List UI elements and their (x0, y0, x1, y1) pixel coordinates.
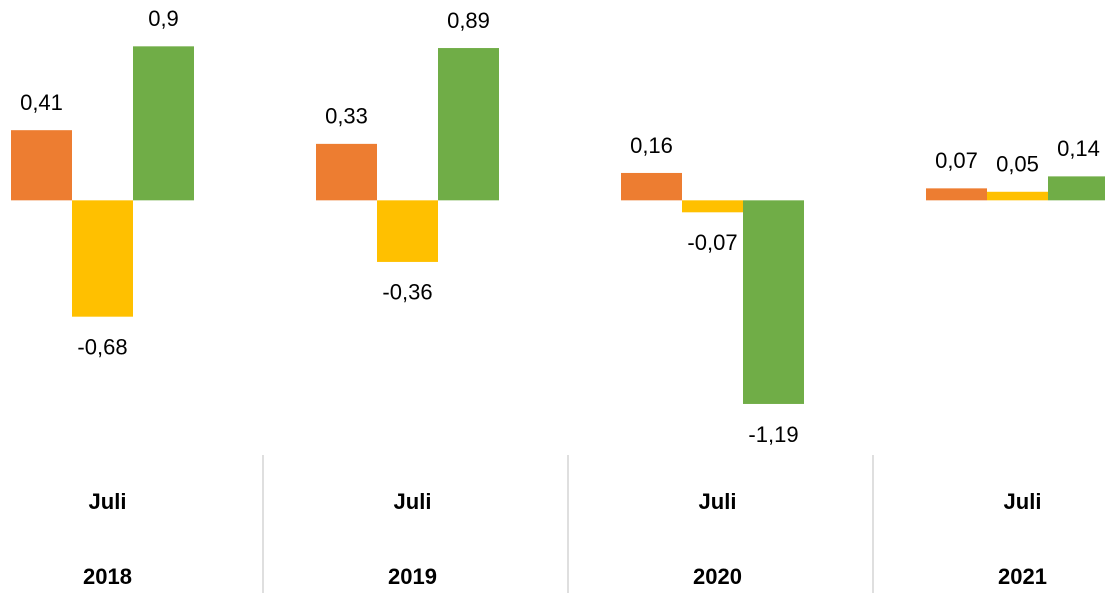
x-tick-label: 2019 (388, 564, 437, 589)
bar (926, 188, 987, 201)
bar (11, 130, 72, 201)
data-label: 0,14 (1057, 136, 1100, 161)
data-label: 0,33 (325, 104, 368, 129)
data-label: -0,07 (687, 230, 737, 255)
bar (133, 46, 194, 201)
x-tick-label: Juli (1004, 489, 1042, 514)
x-tick-label: 2020 (693, 564, 742, 589)
data-label: 0,41 (20, 90, 63, 115)
x-tick-label: Juli (699, 489, 737, 514)
x-tick-label: Juli (89, 489, 127, 514)
bar (438, 48, 499, 201)
x-tick-label: 2018 (83, 564, 132, 589)
bar (72, 200, 133, 317)
bar (987, 191, 1048, 201)
x-tick-label: Juli (394, 489, 432, 514)
data-label: 0,07 (935, 148, 978, 173)
bar (743, 200, 804, 404)
data-label: -0,68 (77, 335, 127, 360)
data-label: -1,19 (748, 422, 798, 447)
data-label: 0,16 (630, 133, 673, 158)
bar (316, 143, 377, 201)
bar (682, 200, 743, 213)
data-label: -0,36 (382, 280, 432, 305)
bar (1048, 176, 1105, 201)
x-tick-label: 2021 (998, 564, 1047, 589)
data-label: 0,89 (447, 8, 490, 33)
bar (377, 200, 438, 262)
data-label: 0,05 (996, 152, 1039, 177)
data-label: 0,9 (148, 6, 179, 31)
bar (621, 172, 682, 201)
